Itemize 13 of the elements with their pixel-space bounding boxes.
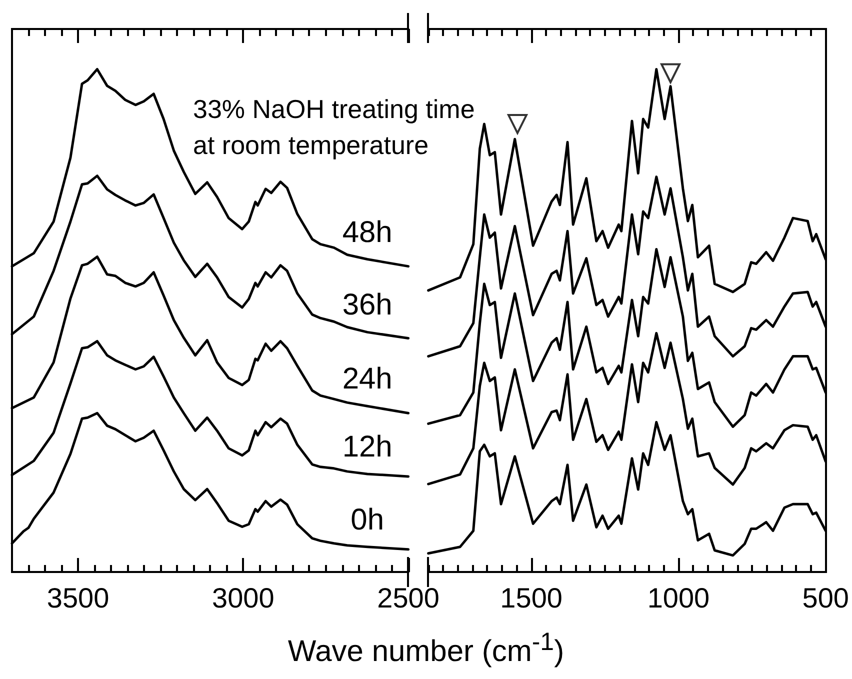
annotation: 33% NaOH treating time at room temperature	[193, 93, 475, 162]
x-tick-label: 3500	[46, 582, 110, 614]
series-label: 0h	[350, 503, 384, 536]
x-tick-label: 1500	[500, 582, 562, 614]
series-label: 36h	[342, 288, 392, 322]
x-tick-label: 1000	[647, 582, 710, 614]
x-tick-label: 500	[802, 582, 849, 614]
x-axis-title: Wave number (cm$^{-1}$)	[286, 628, 566, 669]
x-tick-label: 2500	[377, 582, 440, 614]
series-label: 48h	[342, 216, 392, 249]
x-tick-label: 3000	[212, 582, 274, 614]
series-label: 12h	[342, 430, 392, 464]
series-label: 24h	[342, 362, 392, 396]
